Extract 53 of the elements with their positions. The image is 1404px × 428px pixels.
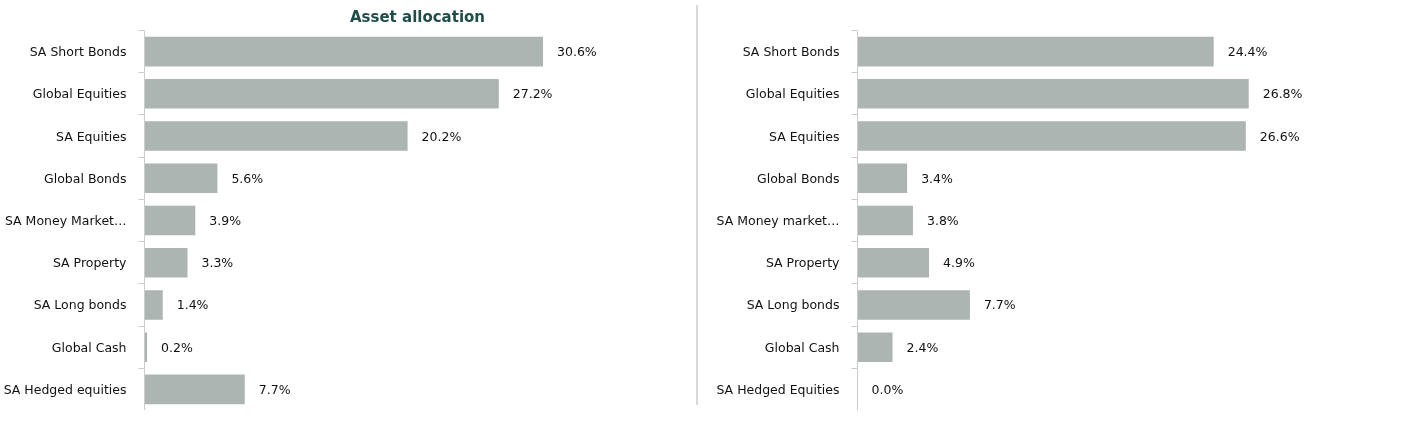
data-label: 2.4% bbox=[906, 339, 939, 355]
bar bbox=[857, 205, 913, 236]
y-tick-label: SA Hedged equities bbox=[3, 381, 127, 397]
y-tick-label: Global Equities bbox=[745, 86, 840, 102]
data-label: 7.7% bbox=[258, 381, 291, 397]
bar bbox=[144, 79, 499, 109]
data-label: 26.6% bbox=[1259, 128, 1300, 144]
bar bbox=[144, 163, 218, 194]
y-tick-label: SA Money market… bbox=[716, 213, 840, 228]
chart-title: Asset allocation bbox=[349, 7, 486, 26]
data-label: 30.6% bbox=[557, 44, 597, 60]
y-tick-label: SA Property bbox=[765, 255, 841, 271]
data-label: 3.3% bbox=[201, 255, 234, 271]
y-tick-label: Global Equities bbox=[32, 86, 127, 102]
data-label: 5.6% bbox=[231, 170, 264, 186]
y-tick-label: SA Money Market… bbox=[4, 213, 127, 228]
data-label: 0.0% bbox=[871, 381, 904, 397]
data-label: 3.8% bbox=[926, 213, 959, 228]
bar bbox=[857, 290, 970, 320]
bar bbox=[857, 36, 1214, 67]
bar bbox=[144, 247, 188, 278]
y-tick-label: SA Short Bonds bbox=[742, 44, 840, 60]
bar bbox=[144, 374, 245, 405]
y-tick-label: Global Bonds bbox=[757, 170, 840, 186]
y-tick-label: SA Equities bbox=[56, 128, 127, 144]
data-label: 0.2% bbox=[161, 339, 193, 355]
bar bbox=[144, 121, 408, 151]
y-tick-label: SA Hedged Equities bbox=[716, 381, 840, 397]
data-label: 7.7% bbox=[983, 297, 1016, 313]
data-label: 24.4% bbox=[1227, 44, 1268, 60]
y-tick-label: SA Long bonds bbox=[33, 297, 127, 313]
bar bbox=[857, 79, 1249, 109]
bar bbox=[144, 205, 196, 236]
y-tick-label: SA Long bonds bbox=[746, 297, 840, 313]
bar bbox=[857, 247, 930, 278]
y-tick-label: SA Equities bbox=[769, 128, 840, 144]
y-tick-label: SA Short Bonds bbox=[29, 44, 127, 60]
bar bbox=[144, 290, 163, 320]
data-label: 27.2% bbox=[512, 86, 553, 102]
y-tick-label: SA Property bbox=[52, 255, 128, 271]
bar bbox=[857, 121, 1246, 151]
bar bbox=[144, 36, 544, 67]
y-tick-label: Global Cash bbox=[51, 339, 127, 355]
data-label: 1.4% bbox=[176, 297, 209, 313]
data-label: 3.9% bbox=[209, 213, 242, 228]
data-label: 26.8% bbox=[1262, 86, 1303, 102]
data-label: 4.9% bbox=[943, 255, 975, 271]
bar bbox=[857, 163, 908, 194]
y-tick-label: Global Cash bbox=[764, 339, 840, 355]
data-label: 20.2% bbox=[421, 128, 462, 144]
bar bbox=[857, 332, 893, 362]
data-label: 3.4% bbox=[921, 170, 954, 186]
y-tick-label: Global Bonds bbox=[44, 170, 127, 186]
